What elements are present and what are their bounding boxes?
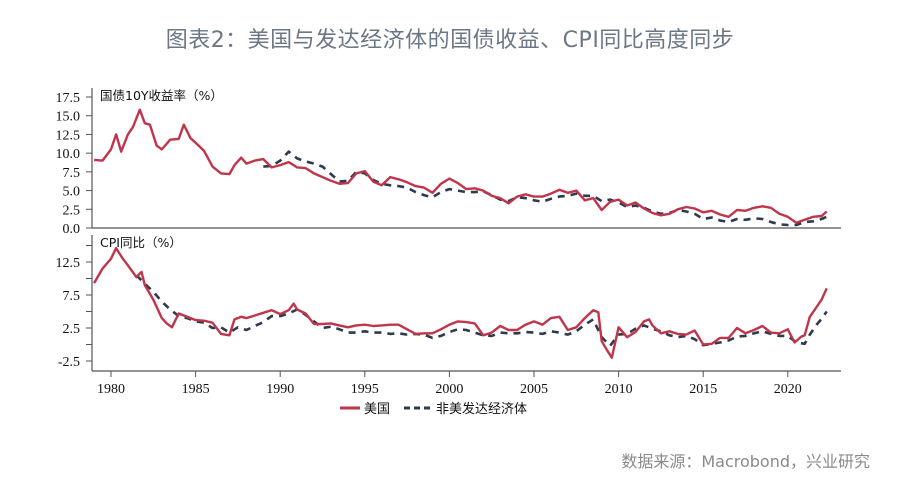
x-tick-label: 2020: [774, 382, 802, 397]
figure-title: 图表2：美国与发达经济体的国债收益、CPI同比高度同步: [165, 28, 735, 53]
us-cpi-line: [93, 246, 828, 359]
y-tick-label: 5.0: [63, 185, 81, 200]
y-tick-label: 0.0: [63, 222, 81, 237]
y-tick-label: 12.5: [56, 256, 81, 271]
y-tick-label: 17.5: [56, 91, 81, 106]
non-us-bond-line: [263, 150, 828, 227]
y-tick-label: 7.5: [63, 166, 81, 181]
y-tick-label: 10.0: [56, 147, 81, 162]
x-tick-label: 1990: [266, 382, 294, 397]
y-tick-label: 7.5: [63, 289, 81, 304]
x-tick-label: 2015: [689, 382, 717, 397]
us-bond-line: [94, 108, 828, 225]
x-tick-label: 2005: [520, 382, 548, 397]
data-source: 数据来源：Macrobond，兴业研究: [621, 452, 870, 471]
x-tick-label: 2010: [605, 382, 633, 397]
y-tick-label: 15.0: [56, 110, 81, 125]
y-tick-label: 12.5: [56, 128, 81, 143]
non-us-cpi-line: [135, 274, 828, 348]
y-tick-label: -2.5: [58, 355, 80, 370]
y-tick-label: 2.5: [63, 203, 81, 218]
cpi-panel: -2.5 2.5 7.5 12.5 CPI同比（%） 1980 1985 1990 1995 20…: [56, 235, 841, 397]
y-tick-label: 2.5: [63, 322, 81, 337]
x-tick-label: 1985: [182, 382, 210, 397]
x-tick-label: 1980: [97, 382, 125, 397]
cpi-panel-title: CPI同比（%）: [100, 235, 182, 250]
x-tick-label: 1995: [351, 382, 379, 397]
legend-non-us-label: 非美发达经济体: [436, 401, 527, 417]
legend: 美国 非美发达经济体: [340, 401, 527, 417]
x-tick-label: 2000: [435, 382, 463, 397]
bond-panel-title: 国债10Y收益率（%）: [100, 88, 223, 103]
legend-us-label: 美国: [364, 402, 390, 417]
bond-yield-panel: 0.0 2.5 5.0 7.5 10.0 12.5 15.0 17.5 国债10Y收益率（%）: [56, 88, 841, 237]
